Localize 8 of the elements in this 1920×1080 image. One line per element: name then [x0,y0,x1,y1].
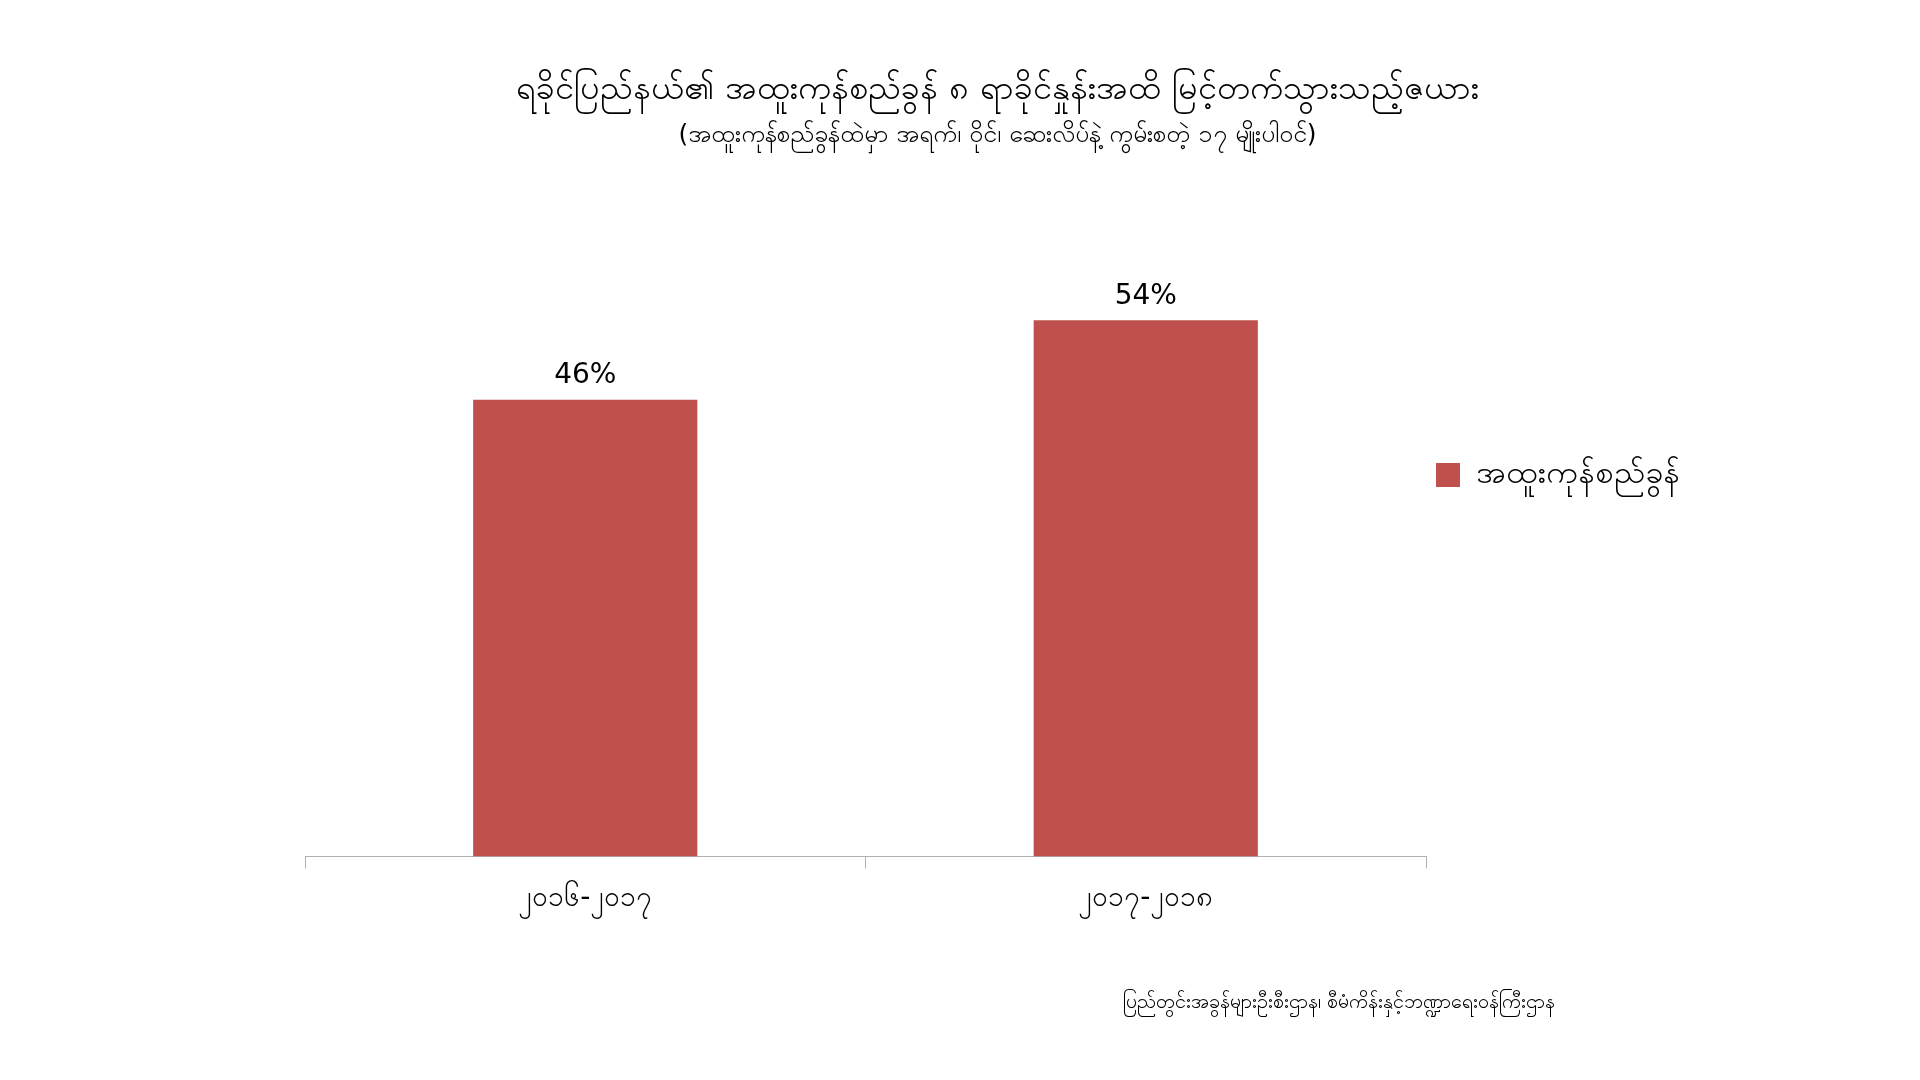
text: ပြည်တွင်းအခွန်များဦးစီးဌာန၊ စီမံကိန်းနှင့်ဘဏ္ဍာရေးဝန်ကြီးဌာန [1122,989,1555,1018]
legend-label: အထူးကုန်စည်ခွန် [1476,453,1680,498]
chart-title: ရခိုင်ပြည်နယ်၏ အထူးကုန်စည်ခွန် ၈ ရာခိုင်နှုန်းအထိ မြင့်တက်သွားသည့်ဇယား [516,67,1479,115]
data-label: 54% [1114,277,1177,311]
data-label: 46% [554,357,617,391]
x-tick-label: ၂၀၁၇-၂၀၁၈ [1078,880,1214,920]
chart-subtitle: (အထူးကုန်စည်ခွန်ထဲမှာ အရက်၊ ဝိုင်၊ ဆေးလိပ်နဲ့ ကွမ်းစတဲ့ ၁၇ မျိုးပါဝင်) [678,119,1317,155]
x-tick-label: ၂၀၁၆-၂၀၁၇ [518,879,653,920]
